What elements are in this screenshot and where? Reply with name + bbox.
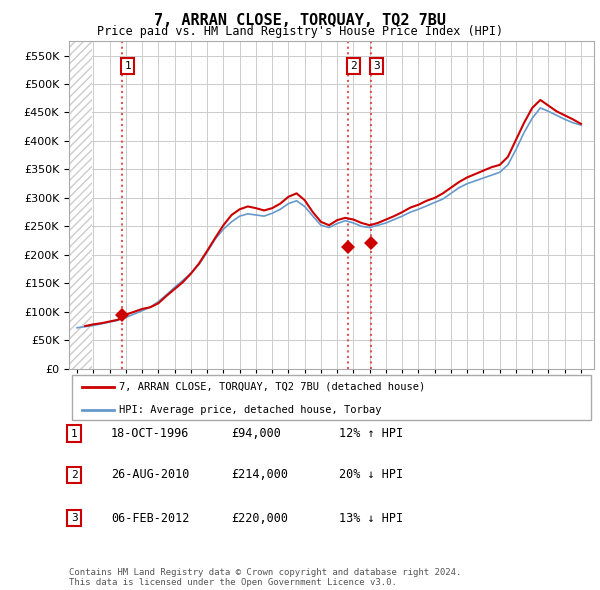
Text: 12% ↑ HPI: 12% ↑ HPI [339, 427, 403, 440]
Text: 2: 2 [350, 61, 356, 71]
Text: 06-FEB-2012: 06-FEB-2012 [111, 512, 190, 525]
Text: 26-AUG-2010: 26-AUG-2010 [111, 468, 190, 481]
Text: HPI: Average price, detached house, Torbay: HPI: Average price, detached house, Torb… [119, 405, 382, 415]
Text: 1: 1 [71, 429, 77, 438]
Text: 7, ARRAN CLOSE, TORQUAY, TQ2 7BU (detached house): 7, ARRAN CLOSE, TORQUAY, TQ2 7BU (detach… [119, 382, 425, 392]
Text: 20% ↓ HPI: 20% ↓ HPI [339, 468, 403, 481]
Text: 2: 2 [71, 470, 77, 480]
Text: 13% ↓ HPI: 13% ↓ HPI [339, 512, 403, 525]
Text: 3: 3 [373, 61, 380, 71]
Text: Price paid vs. HM Land Registry's House Price Index (HPI): Price paid vs. HM Land Registry's House … [97, 25, 503, 38]
Text: 1: 1 [124, 61, 131, 71]
Text: 18-OCT-1996: 18-OCT-1996 [111, 427, 190, 440]
FancyBboxPatch shape [71, 375, 592, 420]
Text: 3: 3 [71, 513, 77, 523]
Text: Contains HM Land Registry data © Crown copyright and database right 2024.
This d: Contains HM Land Registry data © Crown c… [69, 568, 461, 587]
Text: £220,000: £220,000 [231, 512, 288, 525]
Text: £94,000: £94,000 [231, 427, 281, 440]
Text: £214,000: £214,000 [231, 468, 288, 481]
Text: 7, ARRAN CLOSE, TORQUAY, TQ2 7BU: 7, ARRAN CLOSE, TORQUAY, TQ2 7BU [154, 13, 446, 28]
